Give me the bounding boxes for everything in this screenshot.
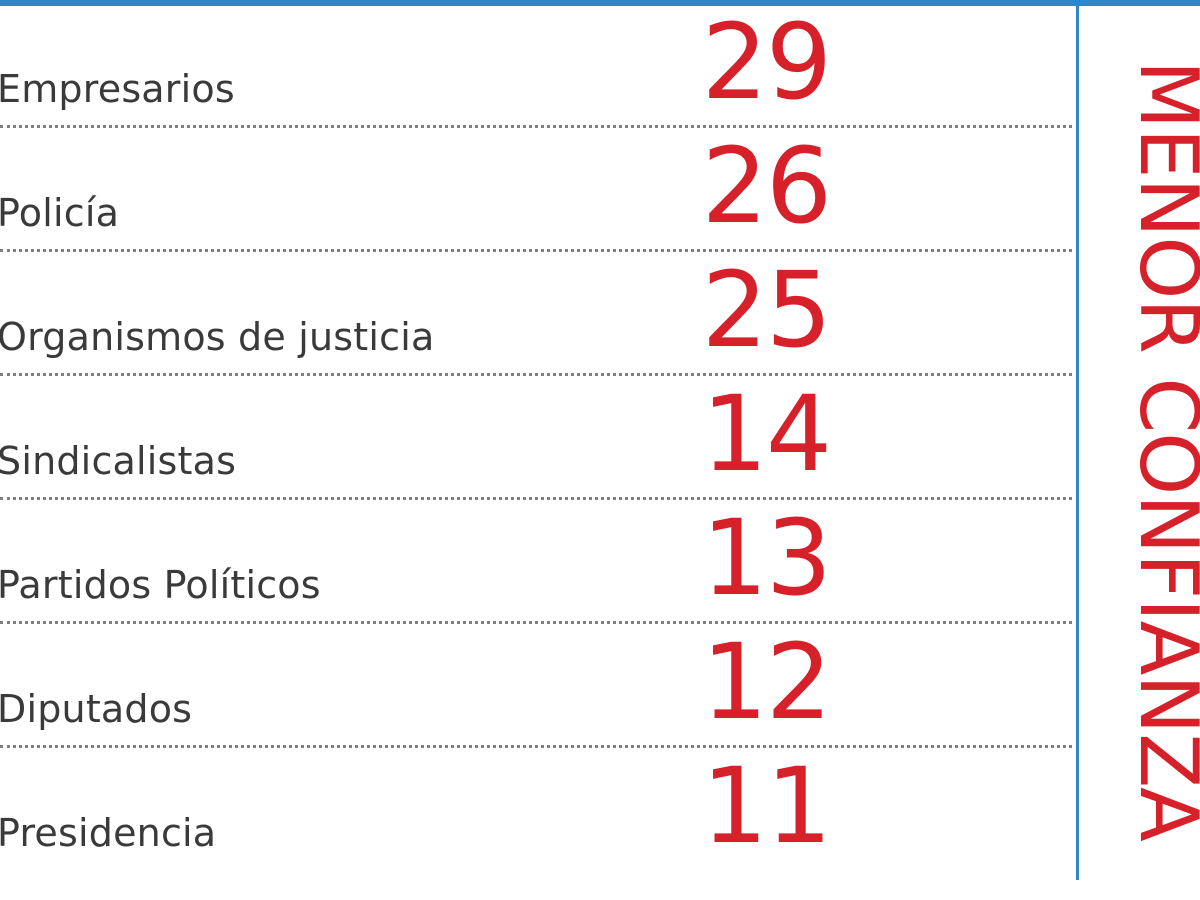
table-row: Partidos Políticos 13	[0, 500, 1072, 624]
table-row: Empresarios 29	[0, 4, 1072, 128]
row-value: 26	[701, 125, 832, 247]
row-separator	[0, 249, 1072, 252]
table-row: Sindicalistas 14	[0, 376, 1072, 500]
table-row: Presidencia 11	[0, 748, 1072, 872]
side-title: MENOR CONFIANZA	[1122, 60, 1200, 841]
top-border	[0, 0, 1200, 6]
row-value: 14	[701, 373, 832, 495]
row-label: Empresarios	[0, 67, 235, 111]
row-value: 25	[701, 249, 832, 371]
table-row: Organismos de justicia 25	[0, 252, 1072, 376]
confidence-table: Empresarios 29 Policía 26 Organismos de just…	[0, 4, 1072, 872]
row-value: 13	[701, 497, 832, 619]
row-label: Diputados	[0, 687, 193, 731]
table-row: Diputados 12	[0, 624, 1072, 748]
row-value: 29	[701, 1, 832, 123]
row-label: Organismos de justicia	[0, 315, 435, 359]
row-separator	[0, 621, 1072, 624]
side-title-container: MENOR CONFIANZA	[1098, 60, 1200, 841]
row-separator	[0, 373, 1072, 376]
table-row: Policía 26	[0, 128, 1072, 252]
row-separator	[0, 745, 1072, 748]
row-separator	[0, 125, 1072, 128]
row-label: Sindicalistas	[0, 439, 237, 483]
row-label: Presidencia	[0, 811, 217, 855]
row-value: 12	[701, 621, 832, 743]
row-separator	[0, 497, 1072, 500]
vertical-divider	[1076, 0, 1079, 880]
row-label: Partidos Políticos	[0, 563, 321, 607]
row-value: 11	[701, 745, 832, 867]
row-label: Policía	[0, 191, 120, 235]
